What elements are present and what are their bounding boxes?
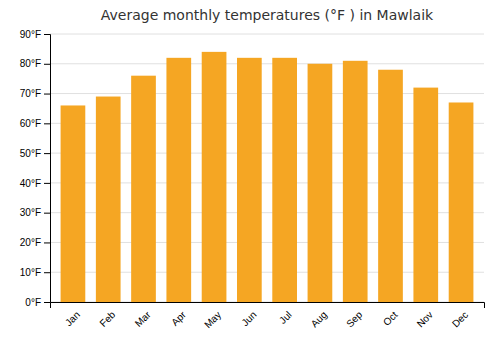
x-tick: Jan [63,309,82,328]
y-tick-mark [44,183,50,184]
y-tick-mark [44,213,50,214]
x-tick-label: Mar [133,309,153,329]
y-tick: 90°F [20,29,50,40]
x-tick-label: May [202,309,223,330]
bar [96,97,121,302]
plot: 0°F 10°F 20°F 30°F 40°F 50°F 60°F 70°F 80°F 90°F J… [20,29,485,331]
x-tick: Jul [277,309,294,326]
title: Average monthly temperatures (°F ) in Ma… [101,7,434,23]
y-tick-label: 10°F [20,267,41,278]
x-tick: Dec [450,309,470,329]
bar [378,70,403,302]
grid [50,34,484,302]
y-tick-mark [44,153,50,154]
bar [343,61,368,302]
x-tick-label: Dec [450,309,470,329]
y-tick: 70°F [20,88,50,99]
x-tick-label: Feb [97,309,117,329]
y-axis: 0°F 10°F 20°F 30°F 40°F 50°F 60°F 70°F 80°F 90°F [20,29,51,308]
x-tick: Jun [239,309,258,328]
bar [166,58,191,302]
y-tick: 10°F [20,267,50,278]
y-tick-label: 0°F [25,297,41,308]
y-tick-label: 70°F [20,88,41,99]
x-axis: Jan Feb Mar Apr May Jun Jul Aug Sep Oct Nov Dec [51,303,485,331]
y-tick-mark [44,123,50,124]
y-tick-mark [44,34,50,35]
y-tick-label: 40°F [20,178,41,189]
bar [413,88,438,302]
x-tick-label: Apr [169,309,188,328]
bar [272,58,297,302]
y-tick: 30°F [20,207,50,218]
x-tick-label: Oct [381,309,400,328]
grid-line [50,34,484,35]
chart: 0°F 10°F 20°F 30°F 40°F 50°F 60°F 70°F 80°F 90°F J… [0,0,500,350]
grid-line [50,63,484,64]
x-tick-label: Sep [344,309,365,330]
y-tick-label: 90°F [20,29,41,40]
x-tick: Feb [97,309,117,329]
x-tick-label: Jul [277,309,294,326]
x-tick-label: Aug [309,309,329,329]
bar [202,52,227,302]
x-tick: Apr [169,309,188,328]
y-tick: 60°F [20,118,50,129]
y-tick-mark [44,242,50,243]
bars [61,52,474,302]
y-tick-label: 50°F [20,148,41,159]
y-tick-label: 60°F [20,118,41,129]
x-tick: Nov [415,309,435,329]
bar [131,76,156,302]
bar [61,105,86,302]
x-tick: Oct [381,309,400,328]
x-tick: May [202,309,223,330]
x-tick-label: Nov [415,309,435,329]
y-tick: 0°F [25,297,50,308]
x-axis-line [51,303,485,309]
bar [237,58,262,302]
x-tick: Mar [133,309,153,329]
bar [308,64,333,302]
x-tick-label: Jan [63,309,82,328]
x-tick: Sep [344,309,365,330]
y-tick-mark [44,94,50,95]
bar [449,102,474,302]
y-tick: 20°F [20,237,50,248]
y-tick-label: 20°F [20,237,41,248]
y-tick: 80°F [20,58,50,69]
y-tick-label: 30°F [20,207,41,218]
y-tick-label: 80°F [20,58,41,69]
y-axis-line [44,35,51,303]
x-tick-label: Jun [239,309,258,328]
x-tick: Aug [309,309,329,329]
y-tick: 50°F [20,148,50,159]
y-tick-mark [44,302,50,303]
y-tick-mark [44,272,50,273]
y-tick: 40°F [20,178,50,189]
y-tick-mark [44,64,50,65]
